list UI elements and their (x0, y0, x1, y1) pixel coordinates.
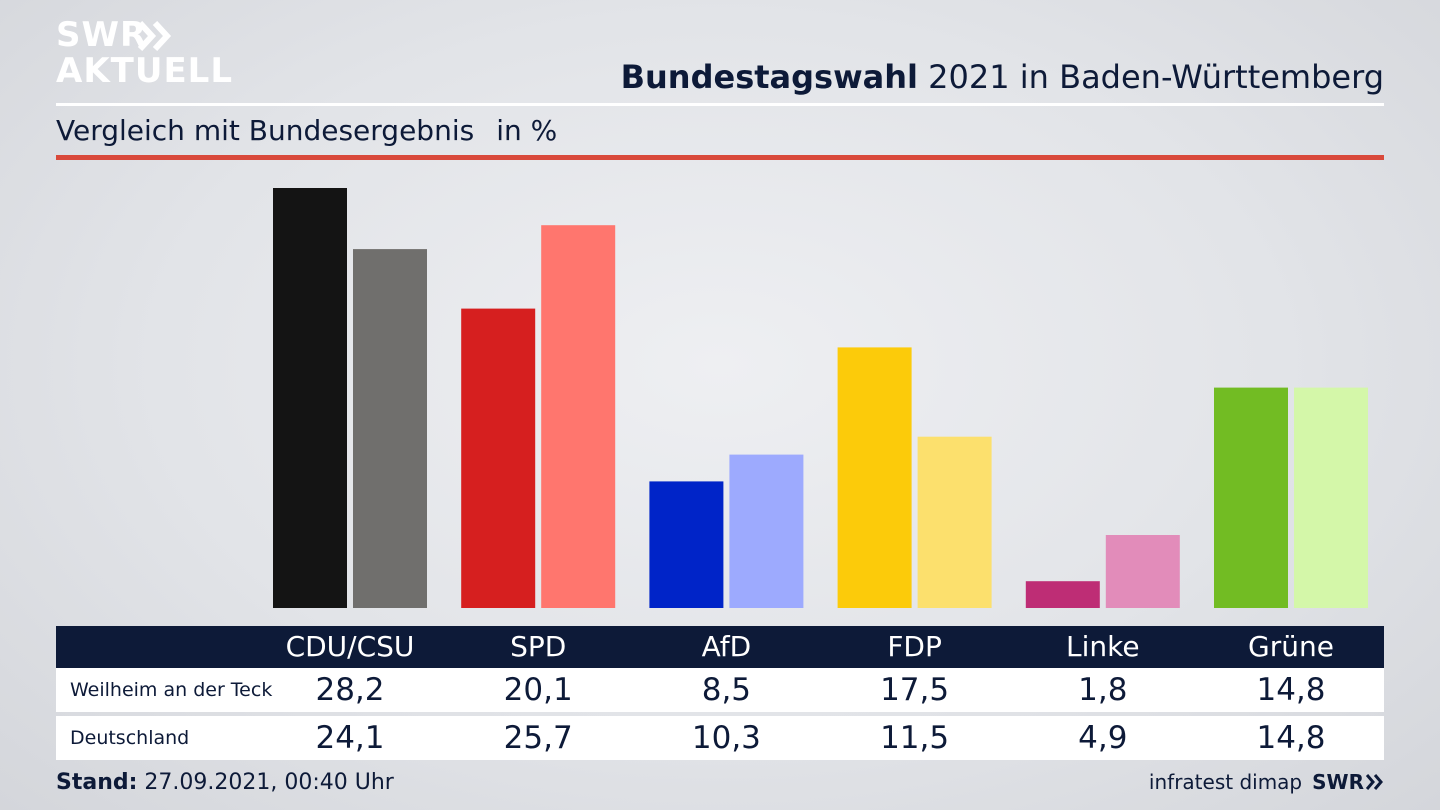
row-label-weilheim: Weilheim an der Teck (70, 679, 273, 701)
footer-source: infratest dimap SWR (1149, 770, 1384, 794)
footer-chevron-icon (1366, 774, 1383, 790)
source-name: infratest dimap (1148, 770, 1303, 794)
value-linke-weilheim-an-der-teck: 1,8 (1078, 672, 1128, 708)
bar-gr-ne-deutschland (1294, 387, 1368, 608)
accent-divider (56, 155, 1384, 160)
value-spd-weilheim-an-der-teck: 20,1 (503, 672, 573, 708)
header-gr-ne: Grüne (1248, 630, 1334, 663)
title-rest: 2021 in Baden-Württemberg (928, 58, 1384, 96)
header-linke: Linke (1066, 630, 1140, 663)
title-bold: Bundestagswahl (620, 58, 918, 96)
logo-line-2: AKTUELL (56, 51, 234, 91)
value-afd-weilheim-an-der-teck: 8,5 (701, 672, 752, 708)
title-divider (56, 103, 1384, 106)
bar-linke-weilheim-an-der-teck (1025, 581, 1100, 608)
value-fdp-deutschland: 11,5 (880, 720, 950, 756)
chart-subtitle: Vergleich mit Bundesergebnis in % (56, 114, 557, 147)
footer-swr-logo: SWR (1312, 770, 1384, 794)
results-table: CDU/CSU SPD AfD FDP Linke Grüne Weilheim an d… (56, 626, 1384, 760)
header-spd: SPD (510, 630, 567, 663)
value-linke-deutschland: 4,9 (1078, 720, 1128, 756)
footer-timestamp: Stand: 27.09.2021, 00:40 Uhr (56, 770, 394, 795)
row-label-deutschland: Deutschland (70, 727, 190, 749)
bar-cdu-csu-weilheim-an-der-teck (273, 188, 347, 608)
chart-title: Bundestagswahl 2021 in Baden-Württemberg (621, 58, 1384, 96)
bar-spd-deutschland (541, 225, 616, 608)
stand-label: Stand: (56, 770, 138, 795)
subtitle-text: Vergleich mit Bundesergebnis (56, 114, 475, 147)
swr-aktuell-logo: SWR AKTUELL (56, 15, 232, 90)
value-fdp-weilheim-an-der-teck: 17,5 (880, 672, 950, 708)
table-row-weilheim: Weilheim an der Teck 28,2 20,1 8,5 17,5 1,8 1… (56, 668, 1384, 712)
double-chevron-icon (138, 21, 172, 51)
bar-fdp-deutschland (917, 436, 992, 608)
subtitle-unit: in % (496, 114, 558, 147)
table-header-row: CDU/CSU SPD AfD FDP Linke Grüne (56, 626, 1384, 668)
value-cdu-csu-deutschland: 24,1 (315, 720, 385, 756)
table-row-deutschland: Deutschland 24,1 25,7 10,3 11,5 4,9 14,8 (56, 716, 1384, 760)
logo-line-1: SWR (56, 15, 148, 55)
value-spd-deutschland: 25,7 (503, 720, 573, 756)
bar-gr-ne-weilheim-an-der-teck (1214, 387, 1288, 608)
bar-cdu-csu-deutschland (353, 249, 427, 608)
header-fdp: FDP (887, 630, 942, 663)
bar-afd-deutschland (729, 454, 804, 608)
value-afd-deutschland: 10,3 (691, 720, 761, 756)
bar-afd-weilheim-an-der-teck (649, 481, 724, 608)
value-gr-ne-weilheim-an-der-teck: 14,8 (1256, 672, 1326, 708)
bar-fdp-weilheim-an-der-teck (837, 347, 912, 608)
header-afd: AfD (701, 630, 752, 663)
value-gr-ne-deutschland: 14,8 (1256, 720, 1326, 756)
footer-logo-text: SWR (1312, 770, 1364, 794)
stand-value: 27.09.2021, 00:40 Uhr (144, 770, 394, 795)
header-cdu-csu: CDU/CSU (285, 630, 415, 663)
bar-spd-weilheim-an-der-teck (461, 308, 536, 608)
value-cdu-csu-weilheim-an-der-teck: 28,2 (315, 672, 385, 708)
bar-linke-deutschland (1105, 535, 1180, 608)
